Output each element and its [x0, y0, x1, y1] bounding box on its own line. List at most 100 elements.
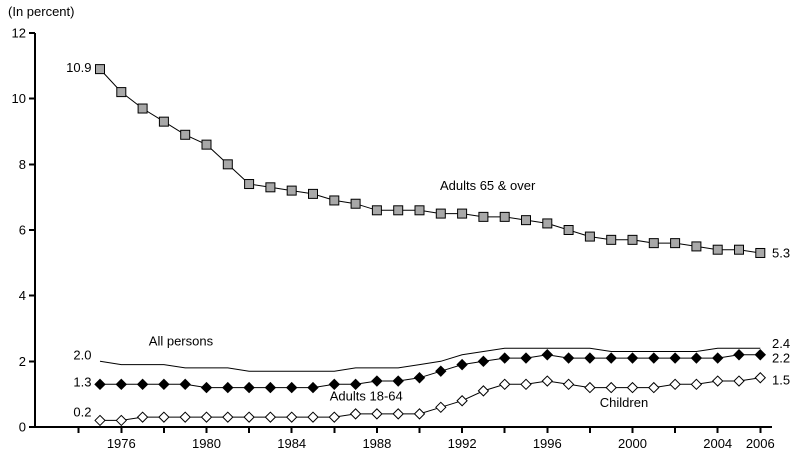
marker-adults-65-over [244, 179, 255, 190]
marker-adults-65-over [116, 87, 127, 98]
marker-children [733, 375, 745, 387]
marker-children [94, 414, 106, 427]
x-tick-label: 2006 [746, 436, 775, 451]
x-tick-label: 1988 [362, 436, 391, 451]
marker-children [264, 411, 277, 423]
marker-adults-18-64 [562, 352, 575, 364]
annotation-series-label: All persons [149, 333, 214, 348]
marker-adults-18-64 [94, 378, 106, 391]
marker-adults-18-64 [541, 349, 554, 361]
marker-adults-65-over [691, 241, 702, 252]
marker-adults-65-over [755, 247, 766, 258]
marker-adults-65-over [201, 139, 212, 150]
series-line-adults-18-64 [100, 354, 761, 389]
y-tick-label: 2 [19, 354, 26, 369]
marker-adults-65-over [584, 231, 595, 242]
marker-adults-65-over [435, 208, 446, 219]
marker-children [498, 378, 511, 391]
y-tick-label: 12 [12, 26, 26, 41]
marker-adults-18-64 [328, 378, 341, 391]
marker-children [392, 408, 404, 420]
marker-adults-18-64 [584, 352, 596, 364]
x-tick-label: 1980 [192, 436, 221, 451]
marker-adults-65-over [95, 64, 105, 75]
marker-adults-18-64 [626, 352, 639, 364]
x-tick-label: 1992 [448, 436, 477, 451]
marker-children [413, 408, 426, 420]
annotation-series-label: Adults 18-64 [330, 388, 403, 403]
marker-adults-18-64 [136, 378, 149, 391]
marker-children [222, 411, 234, 423]
marker-adults-18-64 [392, 375, 404, 387]
marker-children [179, 411, 191, 423]
marker-children [520, 378, 532, 391]
marker-adults-65-over [158, 116, 169, 127]
x-tick-label: 2004 [703, 436, 732, 451]
marker-children [754, 372, 767, 384]
marker-children [541, 375, 554, 387]
marker-adults-18-64 [371, 375, 383, 387]
marker-adults-65-over [393, 205, 404, 216]
marker-adults-65-over [734, 244, 744, 255]
marker-children [584, 381, 596, 394]
series-line-adults-65-over [99, 68, 761, 254]
marker-children [200, 411, 213, 423]
y-tick-label: 8 [19, 157, 26, 172]
marker-adults-65-over [286, 185, 297, 196]
annotation-series-label: Adults 65 & over [440, 178, 536, 193]
annotation-start-value-adults-18-64: 1.3 [73, 375, 91, 390]
marker-adults-65-over [308, 188, 318, 199]
marker-adults-65-over [414, 205, 425, 216]
marker-children [669, 378, 681, 391]
marker-adults-18-64 [158, 378, 170, 391]
x-tick-label: 1976 [107, 436, 136, 451]
marker-children [562, 378, 575, 391]
marker-children [711, 375, 724, 387]
marker-adults-18-64 [413, 372, 426, 384]
y-tick-label: 4 [19, 288, 26, 303]
annotation-start-value-all-persons: 2.0 [73, 347, 91, 362]
marker-adults-18-64 [754, 349, 767, 361]
marker-children [115, 414, 128, 427]
marker-adults-18-64 [200, 381, 213, 394]
marker-children [158, 411, 170, 423]
marker-adults-18-64 [264, 381, 277, 394]
marker-adults-65-over [329, 195, 340, 206]
annotation-end-value-adults-18-64: 2.2 [772, 351, 790, 366]
marker-adults-65-over [478, 211, 489, 222]
marker-adults-18-64 [222, 381, 234, 394]
marker-adults-18-64 [669, 352, 681, 364]
marker-adults-65-over [222, 159, 233, 170]
marker-adults-65-over [265, 182, 276, 193]
y-axis-unit-label: (In percent) [8, 4, 75, 19]
marker-children [648, 381, 660, 394]
marker-adults-18-64 [243, 381, 255, 394]
annotation-start-value-adults-65: 10.9 [66, 60, 91, 75]
marker-adults-65-over [606, 234, 617, 245]
marker-children [435, 401, 447, 414]
marker-adults-65-over [521, 215, 531, 226]
annotation-start-value-children: 0.2 [73, 405, 91, 420]
x-tick-label: 1996 [533, 436, 562, 451]
x-tick-label: 1984 [277, 436, 306, 451]
marker-children [456, 395, 468, 407]
y-tick-label: 10 [12, 91, 26, 106]
marker-adults-18-64 [349, 378, 362, 391]
marker-adults-18-64 [285, 381, 298, 394]
series-line-children [100, 377, 761, 421]
marker-children [626, 381, 639, 394]
marker-adults-18-64 [690, 352, 703, 364]
marker-adults-18-64 [435, 365, 447, 377]
marker-adults-65-over [457, 208, 468, 219]
marker-children [136, 411, 149, 423]
marker-children [307, 411, 319, 423]
marker-adults-18-64 [648, 352, 660, 364]
marker-adults-65-over [627, 234, 638, 245]
annotation-end-value-adults-65: 5.3 [772, 245, 790, 260]
marker-adults-65-over [712, 244, 723, 255]
marker-adults-18-64 [456, 358, 468, 371]
marker-adults-65-over [648, 238, 659, 249]
marker-adults-18-64 [605, 352, 617, 364]
